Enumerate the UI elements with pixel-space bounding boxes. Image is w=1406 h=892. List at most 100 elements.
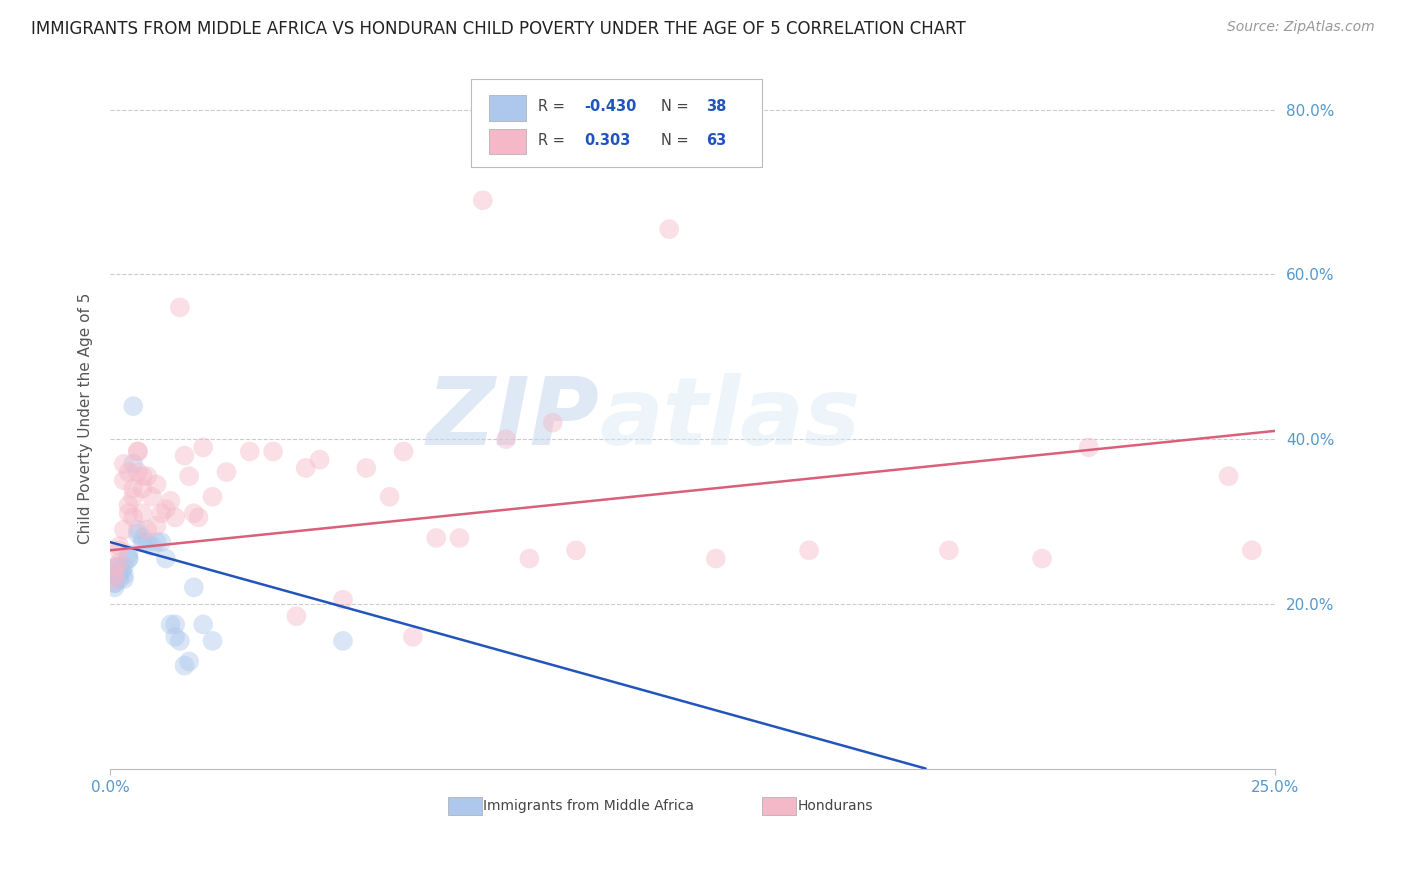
Point	[117, 551, 139, 566]
Point	[136, 523, 159, 537]
Point	[145, 477, 167, 491]
Point	[356, 461, 378, 475]
Text: N =: N =	[661, 99, 693, 114]
Point	[141, 490, 163, 504]
Point	[131, 531, 153, 545]
Point	[112, 559, 135, 574]
Text: ZIP: ZIP	[426, 373, 599, 465]
Y-axis label: Child Poverty Under the Age of 5: Child Poverty Under the Age of 5	[79, 293, 93, 544]
Point	[565, 543, 588, 558]
Point	[105, 559, 128, 574]
Text: R =: R =	[537, 133, 574, 148]
Point	[541, 416, 564, 430]
Point	[179, 655, 201, 669]
Point	[131, 482, 153, 496]
Point	[131, 506, 153, 520]
Point	[122, 482, 145, 496]
Point	[471, 194, 494, 208]
Point	[141, 539, 163, 553]
Point	[215, 465, 238, 479]
Point	[239, 444, 262, 458]
Point	[108, 543, 131, 558]
Point	[425, 531, 447, 545]
Text: 0.303: 0.303	[583, 133, 630, 148]
Point	[108, 572, 131, 586]
Point	[797, 543, 820, 558]
Point	[110, 564, 132, 578]
Point	[165, 617, 187, 632]
Point	[159, 617, 181, 632]
Point	[112, 457, 135, 471]
Point	[938, 543, 960, 558]
Point	[165, 510, 187, 524]
Point	[104, 580, 127, 594]
Text: Source: ZipAtlas.com: Source: ZipAtlas.com	[1227, 20, 1375, 34]
Point	[1218, 469, 1240, 483]
Point	[127, 465, 149, 479]
Point	[112, 523, 135, 537]
Point	[136, 535, 159, 549]
Point	[145, 535, 167, 549]
Point	[150, 506, 173, 520]
Point	[127, 444, 149, 458]
Point	[127, 523, 149, 537]
Point	[112, 572, 135, 586]
Point	[136, 469, 159, 483]
Point	[262, 444, 284, 458]
Point	[150, 535, 173, 549]
Point	[332, 633, 354, 648]
Point	[187, 510, 209, 524]
Point	[127, 444, 149, 458]
Point	[332, 592, 354, 607]
Point	[131, 469, 153, 483]
Text: atlas: atlas	[599, 373, 860, 465]
Point	[201, 490, 224, 504]
Point	[519, 551, 541, 566]
Point	[110, 564, 132, 578]
Point	[108, 568, 131, 582]
FancyBboxPatch shape	[762, 797, 796, 815]
Text: IMMIGRANTS FROM MIDDLE AFRICA VS HONDURAN CHILD POVERTY UNDER THE AGE OF 5 CORRE: IMMIGRANTS FROM MIDDLE AFRICA VS HONDURA…	[31, 20, 966, 37]
FancyBboxPatch shape	[489, 95, 526, 120]
Point	[308, 452, 330, 467]
Point	[145, 518, 167, 533]
Point	[122, 510, 145, 524]
Point	[1077, 441, 1099, 455]
Point	[117, 498, 139, 512]
FancyBboxPatch shape	[471, 79, 762, 167]
Point	[127, 526, 149, 541]
Point	[117, 548, 139, 562]
Point	[658, 222, 681, 236]
Point	[169, 633, 191, 648]
Point	[122, 457, 145, 471]
Point	[1031, 551, 1053, 566]
Point	[117, 551, 139, 566]
Text: 63: 63	[707, 133, 727, 148]
Point	[108, 559, 131, 574]
Point	[155, 551, 177, 566]
Point	[191, 441, 214, 455]
Point	[112, 568, 135, 582]
FancyBboxPatch shape	[449, 797, 482, 815]
Point	[173, 449, 195, 463]
Point	[104, 568, 127, 582]
Point	[285, 609, 308, 624]
Point	[191, 617, 214, 632]
Point	[495, 432, 517, 446]
Point	[108, 539, 131, 553]
Point	[704, 551, 727, 566]
Text: Hondurans: Hondurans	[797, 799, 873, 814]
Point	[117, 506, 139, 520]
Point	[378, 490, 401, 504]
Point	[294, 461, 316, 475]
Point	[155, 502, 177, 516]
Point	[183, 580, 205, 594]
Point	[117, 465, 139, 479]
Text: 38: 38	[707, 99, 727, 114]
Point	[112, 473, 135, 487]
Point	[108, 556, 131, 570]
Text: Immigrants from Middle Africa: Immigrants from Middle Africa	[482, 799, 693, 814]
Point	[104, 576, 127, 591]
FancyBboxPatch shape	[489, 129, 526, 154]
Point	[104, 559, 127, 574]
